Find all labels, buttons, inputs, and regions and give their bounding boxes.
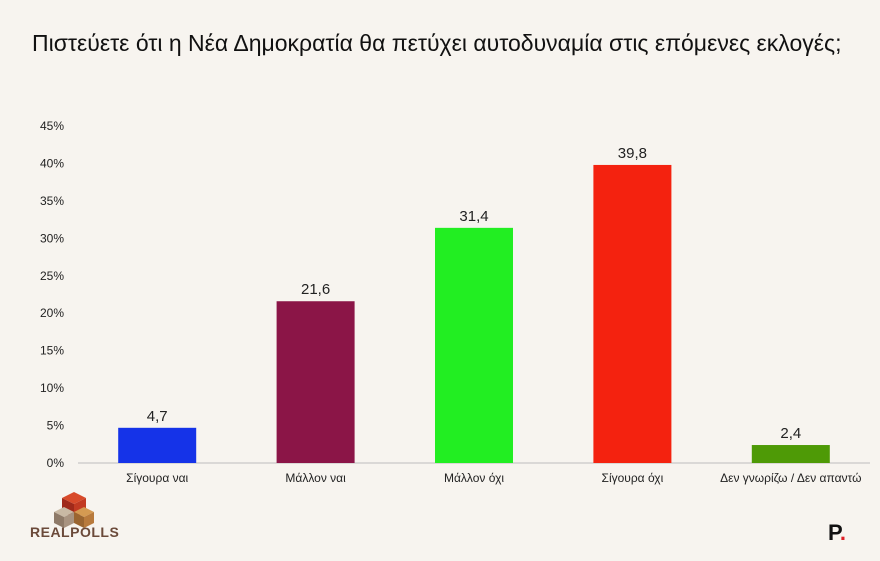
brand-letter: P bbox=[828, 520, 840, 545]
y-tick-label: 25% bbox=[40, 269, 64, 283]
brand-mark: P. bbox=[828, 520, 846, 546]
y-tick-label: 30% bbox=[40, 231, 64, 245]
x-tick-label: Μάλλον ναι bbox=[285, 471, 346, 485]
bar bbox=[435, 227, 513, 463]
brand-dot: . bbox=[839, 520, 846, 545]
x-tick-label: Δεν γνωρίζω / Δεν απαντώ bbox=[720, 471, 861, 485]
y-tick-label: 5% bbox=[47, 419, 65, 433]
bar bbox=[276, 301, 355, 463]
x-tick-label: Μάλλον όχι bbox=[444, 471, 504, 485]
y-tick-label: 10% bbox=[40, 381, 64, 395]
realpolls-logo-icon bbox=[54, 492, 94, 528]
y-tick-label: 40% bbox=[40, 156, 64, 170]
data-label: 4,7 bbox=[147, 408, 168, 425]
data-label: 39,8 bbox=[618, 145, 647, 162]
x-tick-label: Σίγουρα ναι bbox=[126, 471, 188, 485]
logo-text: REALPOLLS bbox=[30, 524, 120, 540]
data-label: 31,4 bbox=[459, 208, 488, 225]
data-label: 21,6 bbox=[301, 281, 330, 298]
y-tick-label: 45% bbox=[40, 119, 64, 133]
x-tick-label: Σίγουρα όχι bbox=[602, 471, 664, 485]
y-tick-label: 0% bbox=[47, 456, 65, 470]
bar bbox=[593, 164, 672, 464]
y-tick-label: 20% bbox=[40, 306, 64, 320]
chart-title: Πιστεύετε ότι η Νέα Δημοκρατία θα πετύχε… bbox=[32, 30, 842, 56]
bar bbox=[751, 445, 830, 463]
y-tick-label: 15% bbox=[40, 344, 64, 358]
y-tick-label: 35% bbox=[40, 194, 64, 208]
data-label: 2,4 bbox=[780, 425, 801, 442]
bar bbox=[118, 427, 197, 463]
